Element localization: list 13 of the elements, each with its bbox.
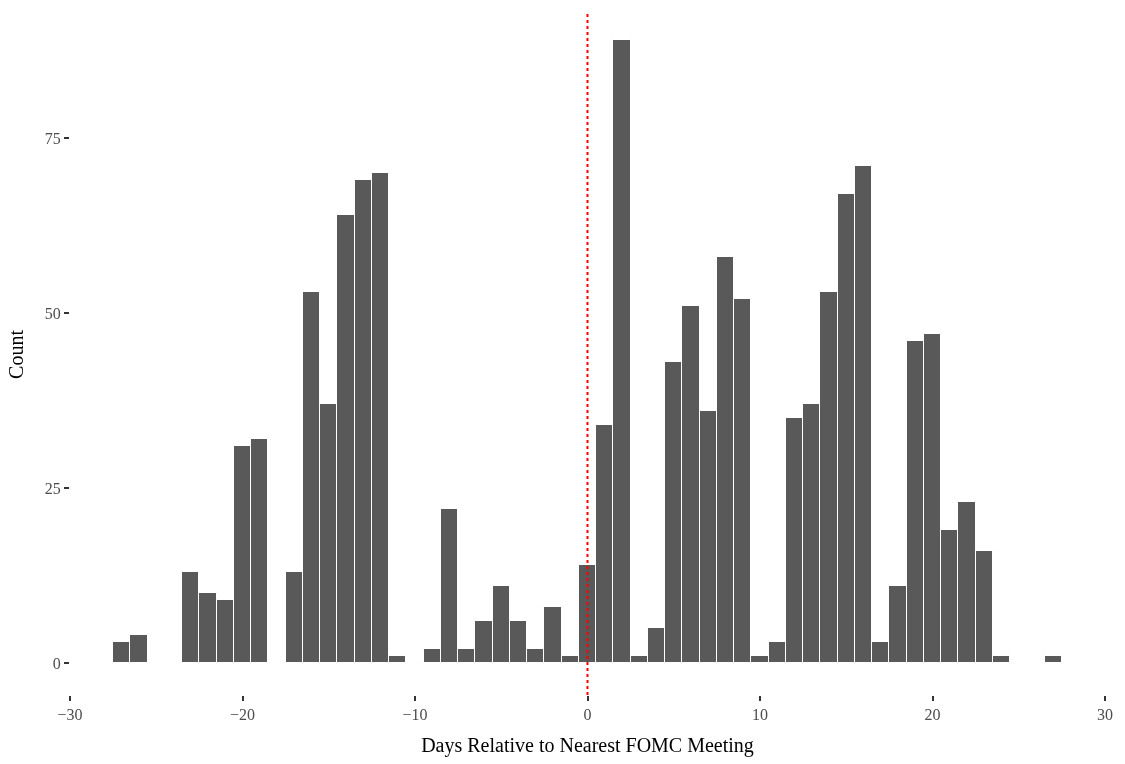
- x-axis-title: Days Relative to Nearest FOMC Meeting: [421, 733, 754, 757]
- x-tick-label: 0: [583, 706, 592, 724]
- y-axis-title: Count: [5, 329, 28, 379]
- y-tick-label: 0: [52, 655, 61, 673]
- x-tick-label: 20: [924, 706, 941, 724]
- x-tick-label: 30: [1097, 706, 1113, 724]
- y-tick-label: 25: [44, 479, 61, 497]
- x-tick-label: 10: [752, 706, 768, 724]
- y-tick-label: 50: [44, 304, 61, 322]
- x-tick-label: −20: [229, 706, 256, 724]
- x-tick-label: −10: [402, 706, 428, 724]
- x-tick-label: −30: [57, 706, 83, 724]
- y-tick-label: 75: [44, 129, 61, 147]
